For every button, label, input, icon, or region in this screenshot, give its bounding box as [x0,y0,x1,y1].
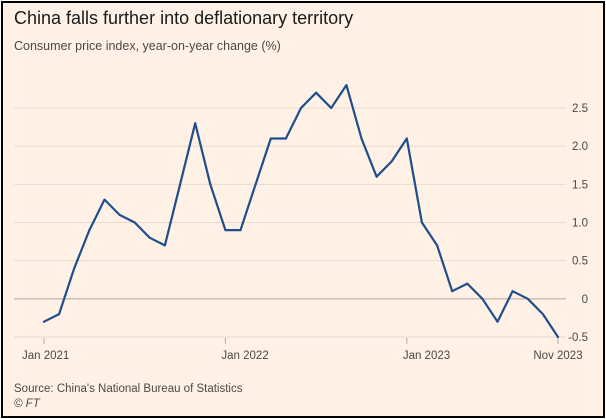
chart-subtitle: Consumer price index, year-on-year chang… [14,39,281,53]
x-tick-label: Jan 2021 [22,350,69,362]
y-tick-label: -0.5 [568,332,588,344]
data-point [163,244,166,247]
data-point [224,229,227,232]
y-tick-label: 1.5 [572,179,588,191]
data-point [284,137,287,140]
gridlines [14,107,566,338]
series-layer [42,83,560,339]
data-point [179,183,182,186]
x-tick-label: Jan 2023 [403,350,450,362]
data-point [466,282,469,285]
credit-note: © FT [14,398,40,410]
data-point [451,290,454,293]
data-point [511,290,514,293]
data-point [133,221,136,224]
data-point [345,84,348,87]
data-point [239,229,242,232]
y-tick-label: 1.0 [572,218,588,230]
data-point [481,297,484,300]
data-point [436,244,439,247]
source-note: Source: China's National Bureau of Stati… [14,383,243,395]
data-point [360,137,363,140]
data-point [103,198,106,201]
data-point [73,267,76,270]
y-tick-label: 0.5 [572,256,588,268]
data-point [375,175,378,178]
x-tick-label: Nov 2023 [533,350,582,362]
y-axis: 2.5 2.0 1.5 1.0 0.5 0 -0.5 [568,103,588,344]
y-tick-label: 0 [582,294,588,306]
data-point [541,313,544,316]
data-point [58,313,61,316]
x-axis: Jan 2021 Jan 2022 Jan 2023 Nov 2023 [22,338,583,362]
data-point [390,160,393,163]
chart-title: China falls further into deflationary te… [14,8,354,28]
data-point [194,122,197,125]
data-point [420,221,423,224]
data-point [209,183,212,186]
data-point [300,107,302,109]
data-point [254,183,257,186]
y-tick-label: 2.0 [572,141,588,153]
data-point [526,297,529,300]
data-point [88,229,91,232]
data-point [148,236,151,239]
x-tick-label: Jan 2022 [221,350,268,362]
data-point [496,320,499,323]
data-point [330,107,333,109]
data-point [269,137,272,140]
data-point [557,336,559,338]
data-point [118,213,121,216]
y-tick-label: 2.5 [572,103,588,115]
data-point [315,91,318,94]
data-point [43,320,45,323]
data-point [405,137,408,140]
